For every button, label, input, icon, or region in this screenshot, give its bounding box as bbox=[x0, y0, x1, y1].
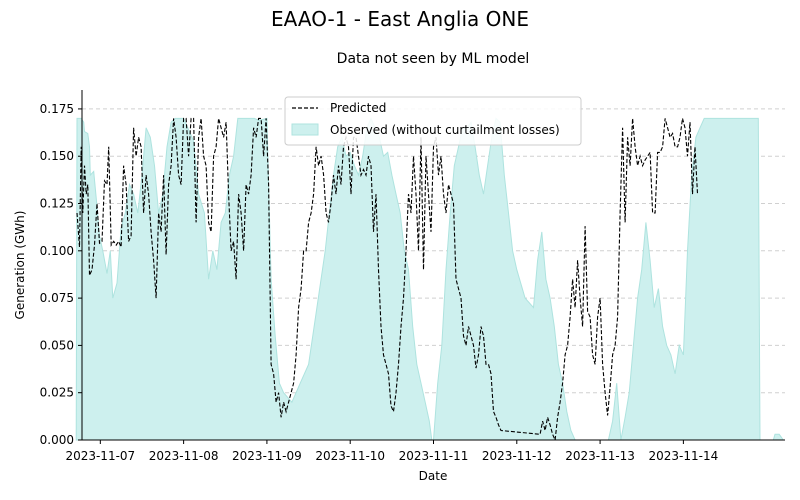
legend-box bbox=[284, 96, 582, 146]
x-tick-label: 2023-11-08 bbox=[149, 449, 219, 463]
y-tick-label: 0.125 bbox=[40, 197, 74, 211]
x-tick-label: 2023-11-14 bbox=[649, 449, 719, 463]
y-tick-label: 0.075 bbox=[40, 291, 74, 305]
y-tick-label: 0.100 bbox=[40, 244, 74, 258]
x-axis-ticks: 2023-11-07 2023-11-08 2023-11-09 2023-11-10… bbox=[65, 440, 718, 463]
x-tick-label: 2023-11-10 bbox=[315, 449, 385, 463]
legend-observed-label: Observed (without curtailment losses) bbox=[330, 123, 560, 137]
x-tick-label: 2023-11-12 bbox=[482, 449, 552, 463]
legend-predicted-label: Predicted bbox=[330, 101, 386, 115]
y-axis-ticks: 0.000 0.025 0.050 0.075 0.100 0.125 0.150 0.175 bbox=[40, 102, 82, 447]
y-axis-label: Generation (GWh) bbox=[13, 211, 27, 320]
x-tick-label: 2023-11-13 bbox=[565, 449, 635, 463]
observed-area bbox=[75, 117, 785, 441]
y-tick-label: 0.175 bbox=[40, 102, 74, 116]
x-tick-label: 2023-11-07 bbox=[65, 449, 135, 463]
plot-area bbox=[75, 117, 785, 443]
chart-subtitle: Data not seen by ML model bbox=[337, 51, 530, 67]
x-tick-label: 2023-11-09 bbox=[232, 449, 302, 463]
y-tick-label: 0.050 bbox=[40, 338, 74, 352]
x-axis-label: Date bbox=[419, 469, 448, 483]
x-tick-label: 2023-11-11 bbox=[399, 449, 469, 463]
predicted-line bbox=[76, 117, 699, 443]
chart-title: EAAO-1 - East Anglia ONE bbox=[271, 7, 529, 31]
y-tick-label: 0.025 bbox=[40, 386, 74, 400]
legend: Predicted Observed (without curtailment … bbox=[284, 96, 582, 146]
y-tick-label: 0.000 bbox=[40, 433, 74, 447]
legend-observed-swatch bbox=[291, 123, 319, 136]
y-tick-label: 0.150 bbox=[40, 149, 74, 163]
